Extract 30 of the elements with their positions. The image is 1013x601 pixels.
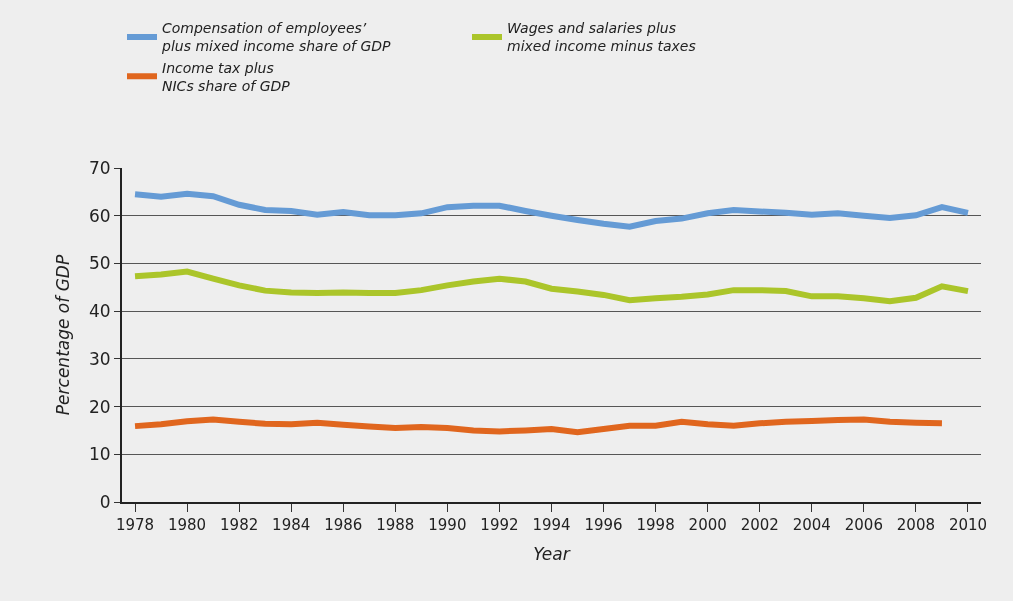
x-tick-label: 1990 (428, 516, 467, 534)
x-tick-label: 2004 (792, 516, 831, 534)
x-tick-label: 1978 (115, 516, 155, 534)
x-tick-label: 2010 (948, 516, 988, 534)
x-tick-label: 1986 (324, 516, 363, 534)
x-tick-label: 1996 (584, 516, 623, 534)
x-tick-label: 1992 (480, 516, 519, 534)
legend-label: Income tax plus NICs share of GDP (162, 59, 291, 94)
y-tick-label: 40 (88, 301, 111, 322)
x-tick-label: 2006 (844, 516, 883, 534)
y-tick-label: 50 (88, 253, 111, 274)
y-tick-label: 70 (88, 157, 111, 178)
y-tick-label: 10 (88, 444, 111, 465)
legend-label: Wages and salaries plus mixed income minus taxes (507, 20, 696, 55)
x-tick-label: 2000 (688, 516, 727, 534)
y-tick-label: 20 (88, 396, 111, 417)
y-axis-title: Percentage of GDP (53, 254, 74, 416)
x-tick-label: 2008 (896, 516, 936, 534)
x-axis-title: Year (533, 543, 571, 564)
y-tick-label: 0 (99, 491, 111, 512)
x-tick-label: 1998 (636, 516, 675, 534)
y-tick-label: 60 (88, 205, 111, 226)
x-tick-label: 1980 (167, 516, 207, 534)
x-tick-label: 2002 (740, 516, 779, 534)
x-tick-label: 1982 (220, 516, 259, 534)
legend-label: Compensation of employees’ plus mixed income share of GDP (161, 20, 392, 55)
x-tick-label: 1994 (532, 516, 571, 534)
y-tick-label: 30 (88, 348, 111, 369)
x-tick-label: 1988 (376, 516, 415, 534)
x-tick-label: 1984 (272, 516, 311, 534)
